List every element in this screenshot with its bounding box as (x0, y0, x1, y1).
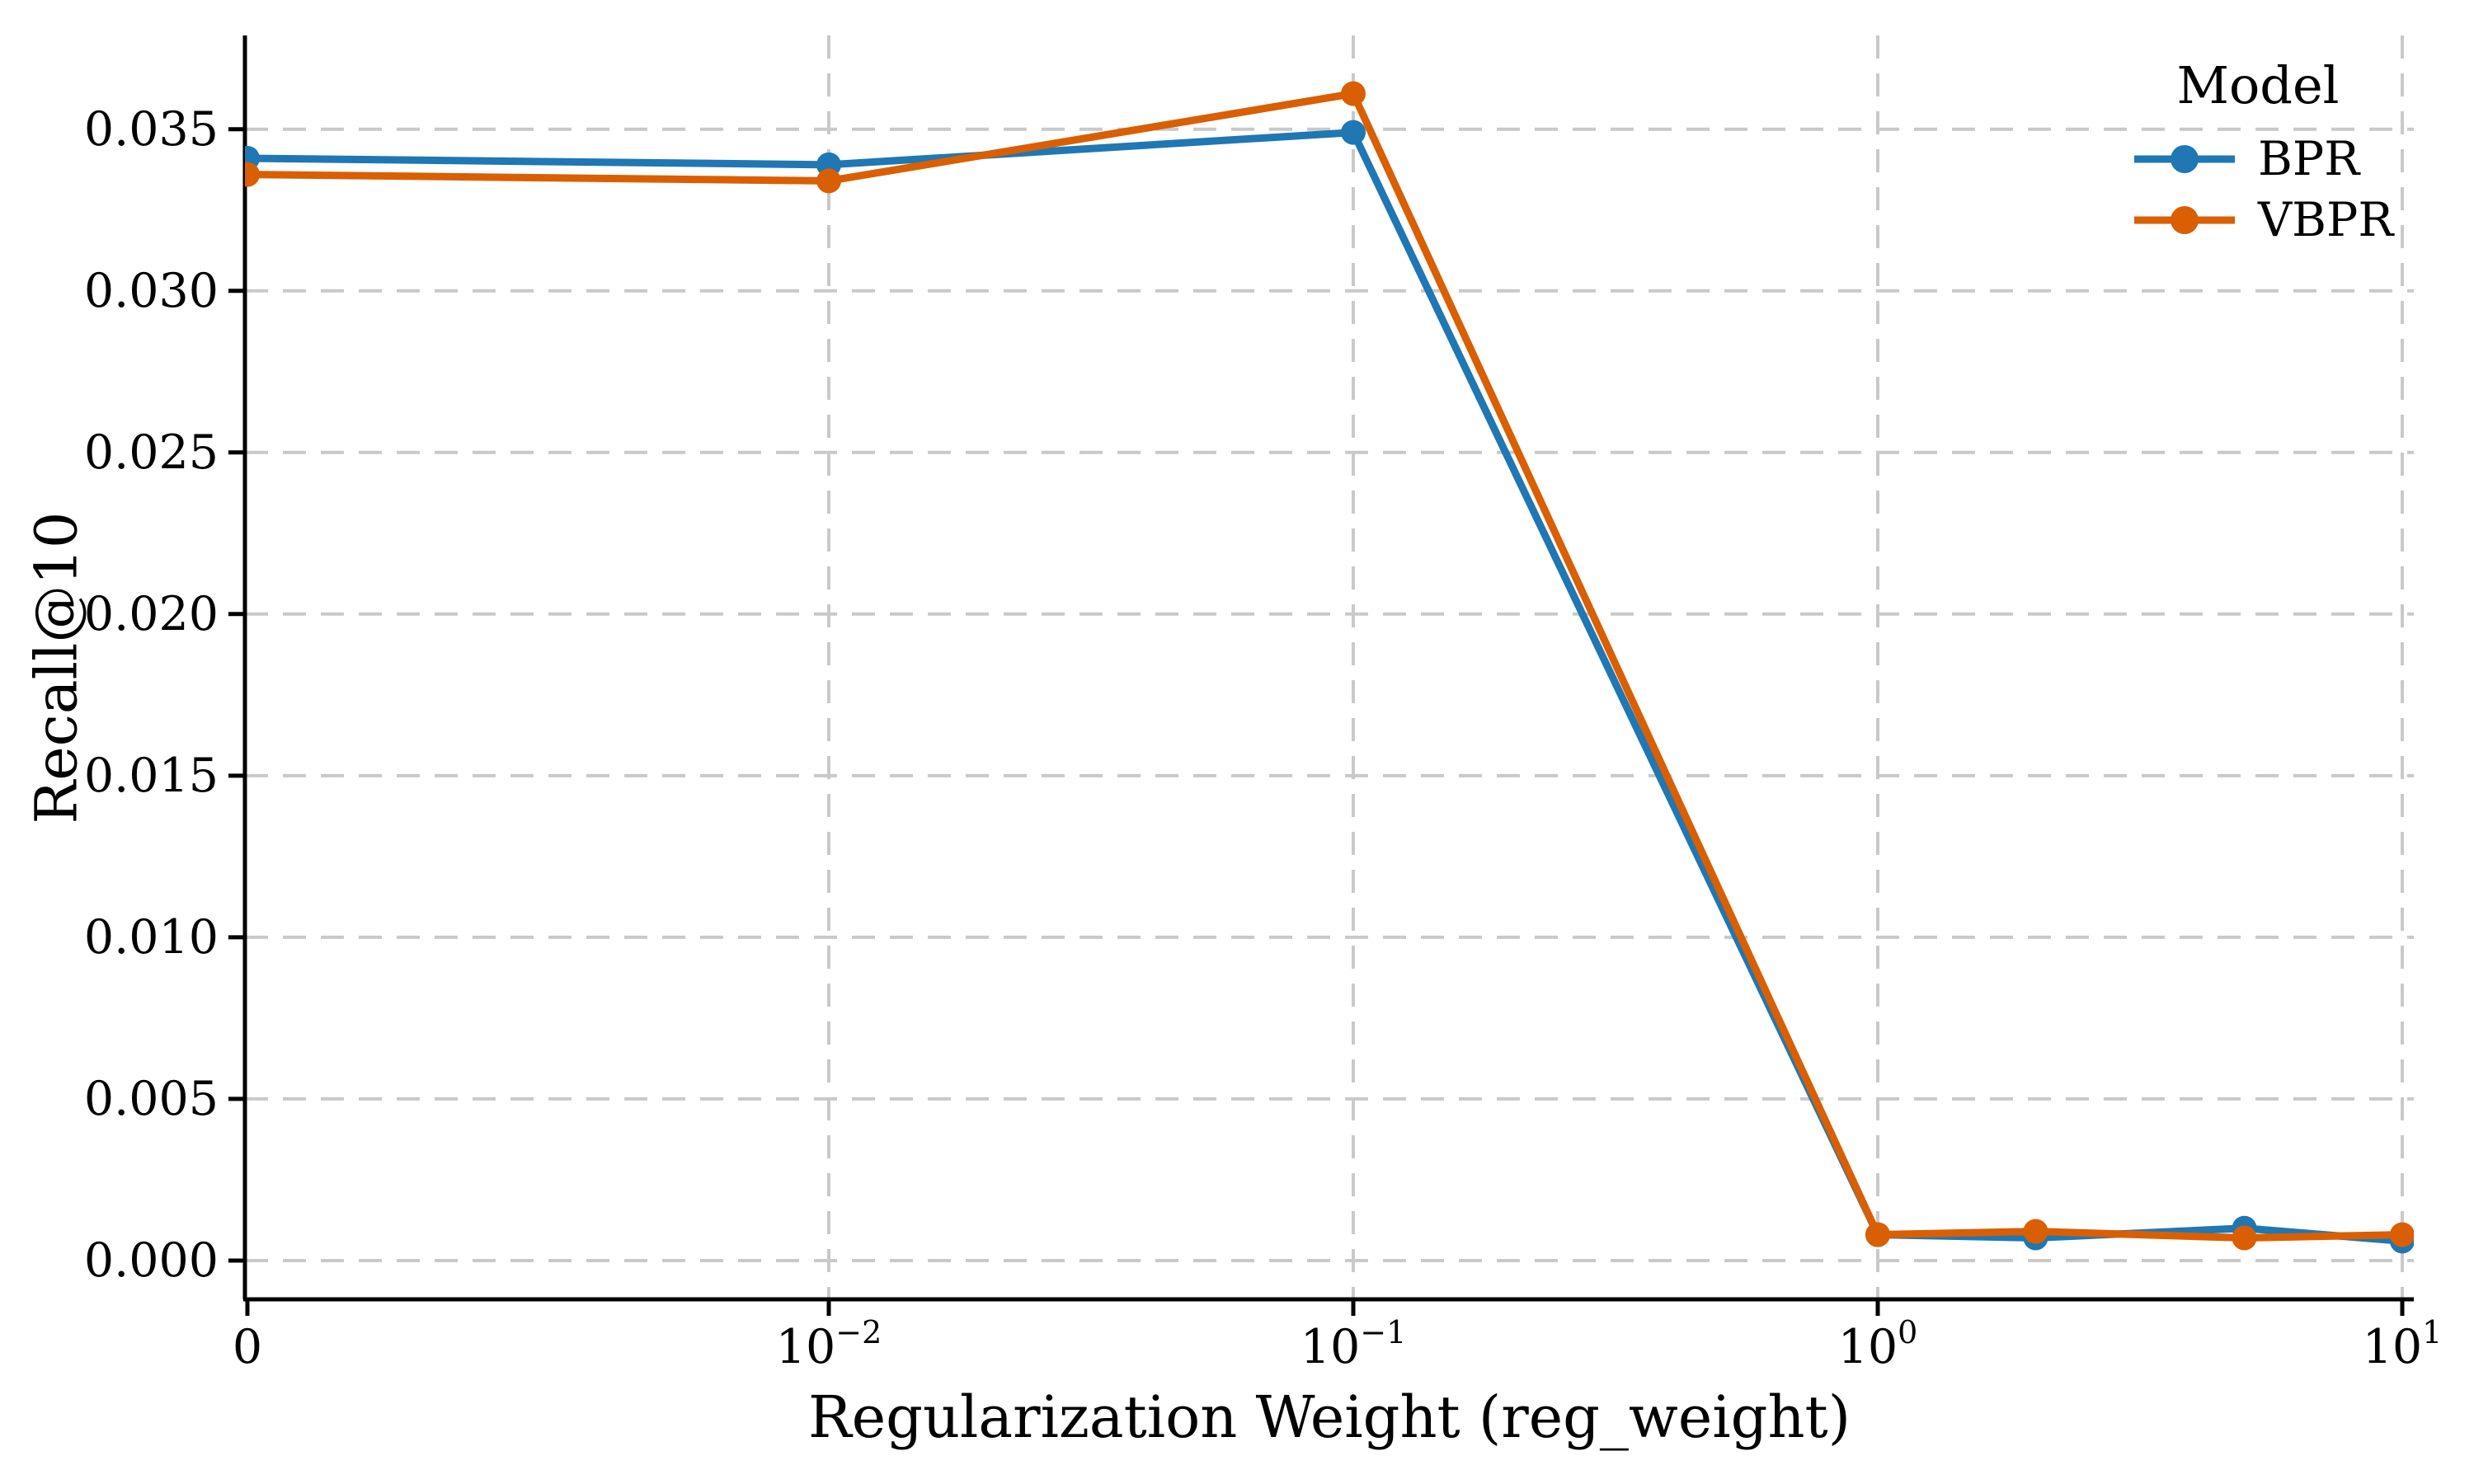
y-tick-label: 0.030 (83, 263, 219, 318)
y-tick-label: 0.005 (83, 1071, 219, 1126)
legend-label-VBPR: VBPR (2258, 193, 2394, 247)
legend-item-VBPR: VBPR (2101, 190, 2415, 251)
legend-item-BPR: BPR (2101, 129, 2415, 190)
x-tick-label: 0 (232, 1320, 263, 1374)
x-tick-label: 101 (2362, 1314, 2443, 1374)
x-tick-label: 100 (1837, 1314, 1918, 1374)
y-tick-label: 0.035 (83, 101, 219, 157)
legend-items: BPR VBPR (2101, 129, 2415, 251)
legend-swatch-VBPR (2134, 206, 2235, 234)
legend-swatch-BPR (2134, 145, 2235, 173)
series-VBPR (245, 81, 2414, 1251)
y-tick-label: 0.015 (83, 748, 219, 803)
y-axis-label-container: Recall@10 (7, 0, 106, 1336)
series-line-VBPR (247, 90, 2403, 1242)
y-tick-label: 0.010 (83, 909, 219, 965)
data-point-VBPR (245, 162, 260, 187)
data-point-VBPR (2232, 1225, 2257, 1251)
y-tick-label: 0.000 (83, 1233, 219, 1288)
data-point-VBPR (2023, 1219, 2048, 1244)
legend-title: Model (2176, 55, 2340, 115)
x-tick-label: 10−1 (1300, 1314, 1407, 1374)
data-point-VBPR (816, 168, 841, 194)
data-point-BPR (1341, 120, 1366, 145)
legend-label-BPR: BPR (2258, 132, 2360, 186)
data-point-VBPR (1341, 81, 1366, 106)
y-axis-label: Recall@10 (22, 511, 91, 824)
y-tick-label: 0.025 (83, 425, 219, 480)
x-axis-label: Regularization Weight (reg_weight) (808, 1383, 1851, 1451)
x-tick-label: 10−2 (775, 1314, 882, 1374)
data-point-VBPR (2390, 1222, 2414, 1247)
series-line-BPR (247, 129, 2403, 1245)
y-tick-label: 0.020 (83, 586, 219, 641)
legend: Model BPR VBPR (2101, 51, 2415, 251)
data-point-VBPR (1865, 1222, 1890, 1247)
